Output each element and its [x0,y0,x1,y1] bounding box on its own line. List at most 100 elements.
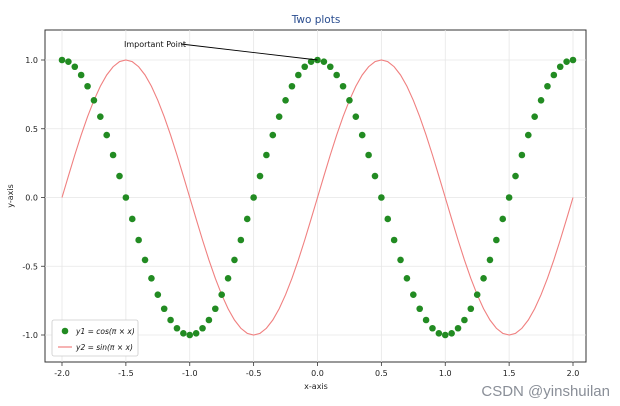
point-cos [250,194,257,201]
point-cos [352,113,360,120]
point-cos [186,331,194,339]
point-cos [467,305,475,313]
x-axis-label: x-axis [304,382,328,391]
point-cos [109,151,117,159]
point-cos [378,194,385,201]
x-tick-label: 0.0 [311,369,324,378]
point-cos [486,256,494,264]
x-tick-label: -2.0 [54,369,70,378]
point-cos [263,151,270,159]
point-cos [448,330,455,337]
point-cos [524,131,532,139]
point-cos [339,82,347,90]
point-cos [301,63,309,71]
annotation-arrow [180,43,318,61]
point-cos [90,96,98,104]
point-cos [180,330,187,337]
series-line-sin [61,59,574,336]
point-cos [473,291,481,299]
x-tick-label: -1.0 [182,369,198,378]
point-cos [531,113,538,120]
point-cos [550,71,558,79]
point-cos [384,215,392,223]
point-cos [122,194,130,201]
point-cos [429,324,436,332]
point-cos [192,330,200,337]
point-cos [212,305,219,313]
point-cos [397,256,404,264]
point-cos [556,63,564,71]
point-cos [518,151,526,159]
point-cos [512,172,519,180]
point-cos [205,316,213,324]
point-cos [160,305,168,313]
point-cos [84,82,91,90]
point-cos [441,331,449,339]
point-cos [58,56,66,64]
point-cos [154,291,162,299]
point-cos [410,291,417,299]
point-cos [326,63,334,71]
point-cos [365,151,372,159]
y-tick-label: 0.0 [25,194,38,203]
y-tick-label: -1.0 [22,331,38,340]
point-cos [563,58,570,65]
point-cos [493,236,500,244]
point-cos [231,256,238,264]
point-cos [569,56,577,64]
annotation-layer: Important Point [124,40,318,61]
point-cos [167,316,174,324]
point-cos [282,96,289,104]
chart-title: Two plots [291,14,341,26]
watermark: CSDN @yinshuilan [481,383,610,400]
point-cos [128,215,136,223]
point-cos [416,305,424,313]
x-tick-label: 2.0 [567,369,580,378]
legend-box [51,319,139,357]
point-cos [346,96,353,104]
point-cos [537,96,545,104]
point-cos [288,82,296,90]
point-cos [435,330,443,337]
point-cos [307,58,315,65]
x-tick-label: 0.5 [375,369,388,378]
point-cos [218,291,225,299]
point-cos [499,215,507,223]
y-tick-label: 1.0 [25,56,38,65]
point-cos [243,215,251,223]
point-cos [320,58,328,65]
point-cos [371,172,379,180]
point-cos [173,324,181,332]
x-tick-label: 1.0 [439,369,452,378]
point-cos [275,113,283,120]
point-cos [77,71,85,79]
point-cos [97,113,104,120]
x-tick-label: 1.5 [503,369,516,378]
point-cos [224,275,232,282]
point-cos [71,63,79,71]
point-cos [358,131,366,139]
point-cos [148,275,155,282]
annotation-text: Important Point [124,40,186,49]
point-cos [199,324,206,332]
point-cos [422,316,430,324]
point-cos [141,256,149,264]
point-cos [256,172,264,180]
point-cos [103,131,111,139]
point-cos [65,58,72,65]
point-cos [461,316,468,324]
point-cos [237,236,245,244]
legend-marker-cos [61,327,69,335]
point-cos [333,71,340,79]
y-tick-label: 0.5 [25,125,38,134]
point-cos [390,236,398,244]
x-tick-label: -1.5 [118,369,134,378]
x-tick-label: -0.5 [246,369,262,378]
plot-area [44,29,587,363]
legend-label-cos: y1 = cos(π × x) [75,327,135,336]
axes: -2.0 -1.5 -1.0 -0.5 0.0 0.5 1.0 1.5 2.0 1.0 0.5 0.0… [22,56,579,378]
y-axis-label: y-axis [6,184,15,208]
series-layer [58,56,577,339]
point-cos [480,275,487,282]
